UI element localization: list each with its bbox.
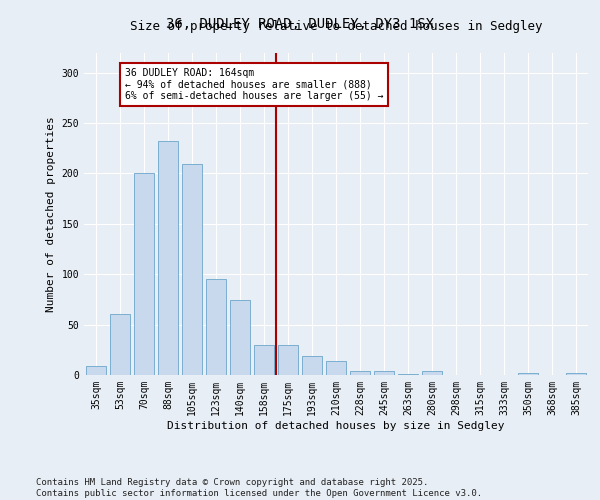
- Bar: [422, 371, 442, 375]
- Title: Size of property relative to detached houses in Sedgley: Size of property relative to detached ho…: [130, 20, 542, 34]
- Bar: [326, 361, 346, 375]
- Bar: [110, 314, 130, 375]
- Y-axis label: Number of detached properties: Number of detached properties: [46, 116, 56, 312]
- Bar: [206, 280, 226, 375]
- Bar: [134, 174, 154, 375]
- Bar: [302, 356, 322, 375]
- Bar: [566, 373, 586, 375]
- Bar: [86, 366, 106, 375]
- Bar: [230, 300, 250, 375]
- X-axis label: Distribution of detached houses by size in Sedgley: Distribution of detached houses by size …: [167, 420, 505, 430]
- Bar: [158, 141, 178, 375]
- Text: 36 DUDLEY ROAD: 164sqm
← 94% of detached houses are smaller (888)
6% of semi-det: 36 DUDLEY ROAD: 164sqm ← 94% of detached…: [125, 68, 383, 101]
- Bar: [350, 371, 370, 375]
- Bar: [398, 374, 418, 375]
- Bar: [254, 345, 274, 375]
- Bar: [182, 164, 202, 375]
- Bar: [518, 373, 538, 375]
- Text: Contains HM Land Registry data © Crown copyright and database right 2025.
Contai: Contains HM Land Registry data © Crown c…: [36, 478, 482, 498]
- Text: 36, DUDLEY ROAD, DUDLEY, DY3 1SX: 36, DUDLEY ROAD, DUDLEY, DY3 1SX: [166, 18, 434, 32]
- Bar: [278, 345, 298, 375]
- Bar: [374, 371, 394, 375]
